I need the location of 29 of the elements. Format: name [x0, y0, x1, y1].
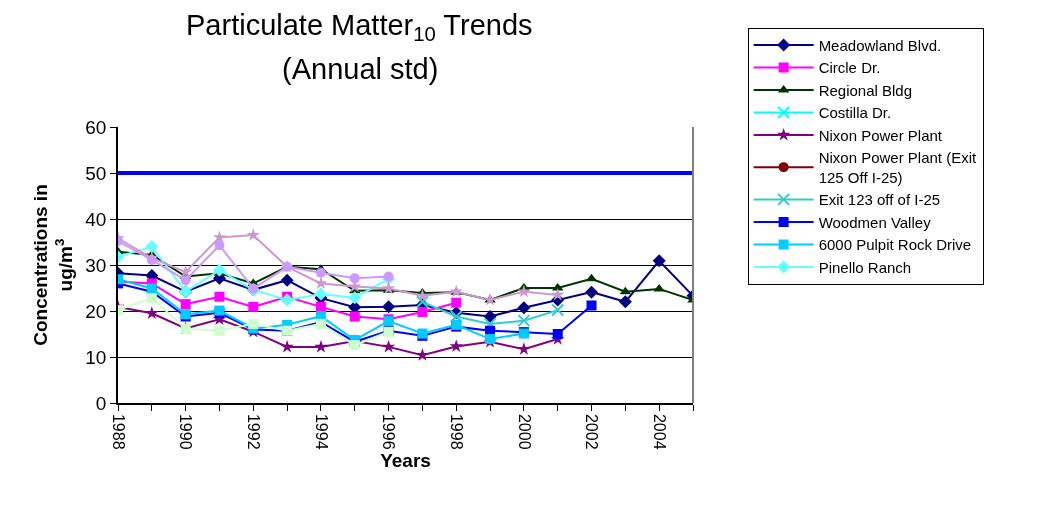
- x-tick-label: 1998: [448, 413, 466, 450]
- legend-label: Nixon Power Plant (Exit 125 Off I-25): [818, 149, 978, 186]
- legend-label: Meadowland Blvd.: [818, 36, 942, 54]
- x-tick-label: 1988: [109, 413, 127, 450]
- x-tick-label: 1994: [312, 413, 330, 450]
- x-tick-label: 1996: [380, 413, 398, 450]
- legend-label: Woodmen Valley: [818, 213, 932, 231]
- x-axis-title: Years: [380, 449, 431, 471]
- legend-label: Nixon Power Plant: [818, 126, 943, 144]
- y-tick-label: 60: [85, 116, 107, 138]
- legend-label: Regional Bldg: [818, 81, 913, 99]
- y-tick-label: 40: [85, 208, 107, 230]
- x-tick-label: 1992: [245, 413, 263, 450]
- y-tick-label: 30: [85, 254, 107, 276]
- y-tick-label: 50: [85, 162, 107, 184]
- legend-label: Circle Dr.: [818, 59, 881, 77]
- chart-subtitle: (Annual std): [282, 53, 439, 85]
- x-tick-label: 2000: [515, 413, 533, 450]
- x-tick-label: 2002: [583, 413, 601, 450]
- chart-title: Particulate Matter$_{10}$ Trends: [186, 9, 533, 46]
- legend-label: 6000 Pulpit Rock Drive: [818, 236, 972, 254]
- y-tick-label: 20: [85, 300, 107, 322]
- y-tick-label: 10: [85, 346, 107, 368]
- legend-label: Pinello Ranch: [818, 258, 912, 276]
- x-tick-label: 1990: [177, 413, 195, 450]
- y-tick-label: 0: [95, 392, 107, 414]
- legend-label: Exit 123 off of I-25: [818, 191, 941, 209]
- legend-label: Costilla Dr.: [818, 104, 892, 122]
- x-tick-label: 2004: [650, 413, 668, 450]
